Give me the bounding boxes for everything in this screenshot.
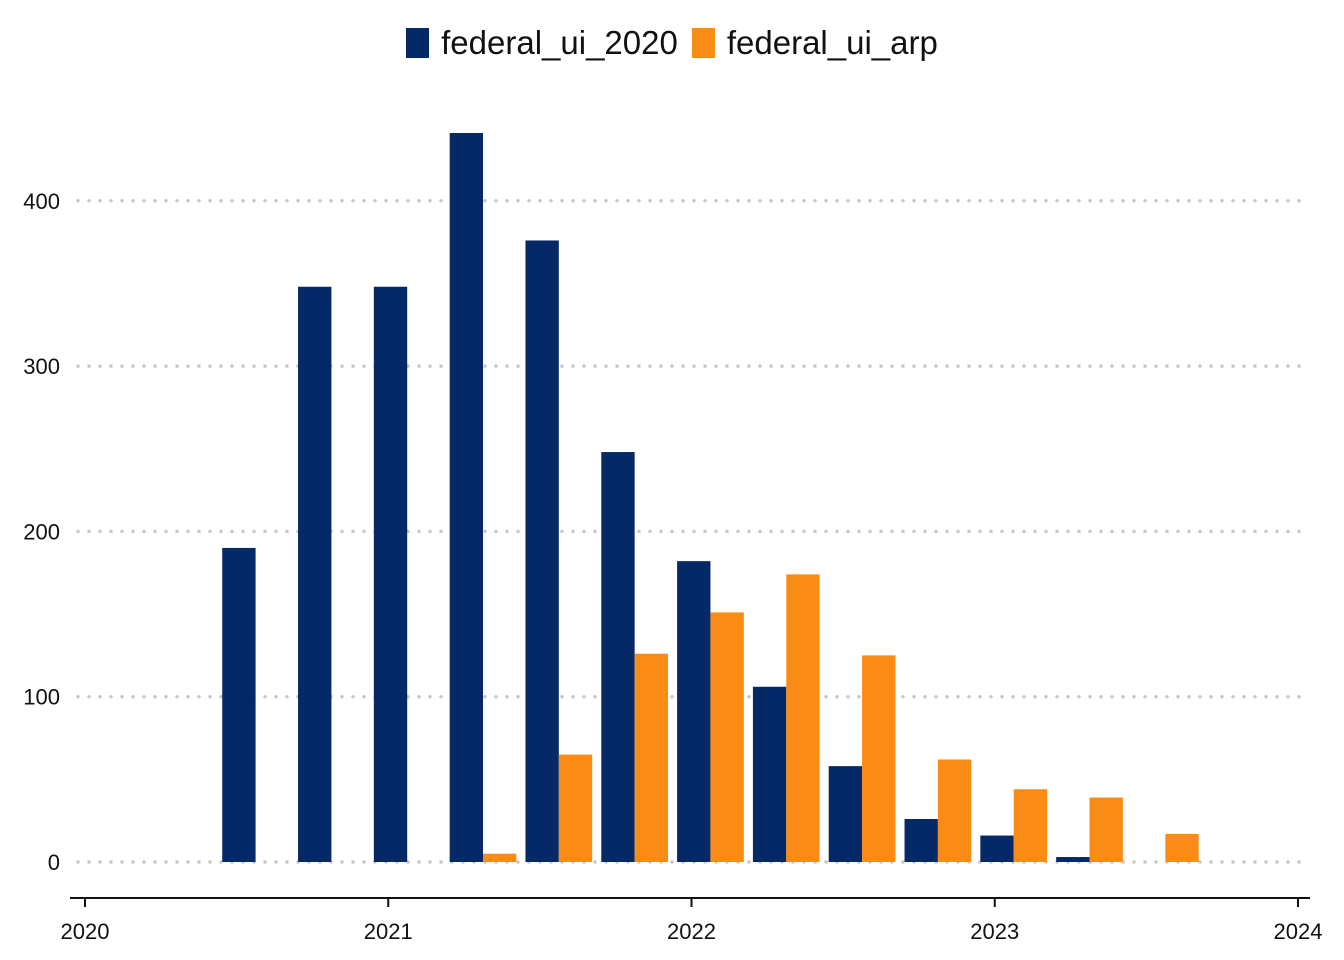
bar-federal-ui-2020-2021Q4 [601,452,635,862]
bar-federal-ui-2020-2021Q3 [525,240,559,863]
legend-label-federal-ui-2020: federal_ui_2020 [441,24,678,61]
x-tick-label: 2022 [667,919,716,944]
x-tick-label: 2021 [364,919,413,944]
bar-federal-ui-2020-2021Q2 [449,133,484,863]
bar-federal-ui-arp-2023Q1 [1013,789,1048,862]
bar-federal-ui-2020-2020Q3 [222,547,256,862]
bar-federal-ui-arp-2022Q4 [937,759,972,862]
bar-federal-ui-2020-2023Q2 [1056,857,1090,862]
y-tick-label: 200 [23,519,60,544]
legend-item-federal-ui-2020: federal_ui_2020 [406,26,678,59]
bar-federal-ui-2020-2020Q4 [298,286,332,863]
bar-federal-ui-arp-2022Q1 [710,612,744,862]
legend-item-federal-ui-arp: federal_ui_arp [691,24,938,61]
bar-federal-ui-2020-2023Q1 [980,835,1014,862]
bar-federal-ui-arp-2022Q3 [862,655,896,862]
bar-federal-ui-arp-2021Q4 [634,653,668,862]
legend-swatch-federal-ui-arp [691,27,715,58]
y-tick-label: 0 [48,850,60,875]
bar-federal-ui-2020-2022Q1 [677,561,711,862]
bar-federal-ui-2020-2022Q3 [828,766,863,862]
legend-swatch-federal-ui-2020 [406,27,430,58]
y-tick-label: 300 [23,354,60,379]
x-tick-label: 2020 [61,919,110,944]
legend-label-federal-ui-arp: federal_ui_arp [726,24,938,61]
bar-federal-ui-arp-2021Q2 [483,853,517,862]
bar-federal-ui-arp-2022Q2 [786,574,820,862]
bar-federal-ui-2020-2022Q2 [752,686,787,862]
bar-federal-ui-arp-2023Q3 [1165,833,1199,862]
bar-federal-ui-arp-2023Q2 [1089,797,1123,862]
bar-federal-ui-2020-2021Q1 [373,286,408,863]
legend: federal_ui_2020 federal_ui_arp [0,26,1344,59]
x-tick-label: 2023 [970,919,1019,944]
y-tick-label: 400 [23,189,60,214]
x-tick-label: 2024 [1274,919,1323,944]
y-tick-label: 100 [23,685,60,710]
bar-federal-ui-2020-2022Q4 [904,819,938,862]
bar-federal-ui-arp-2021Q3 [558,754,593,862]
